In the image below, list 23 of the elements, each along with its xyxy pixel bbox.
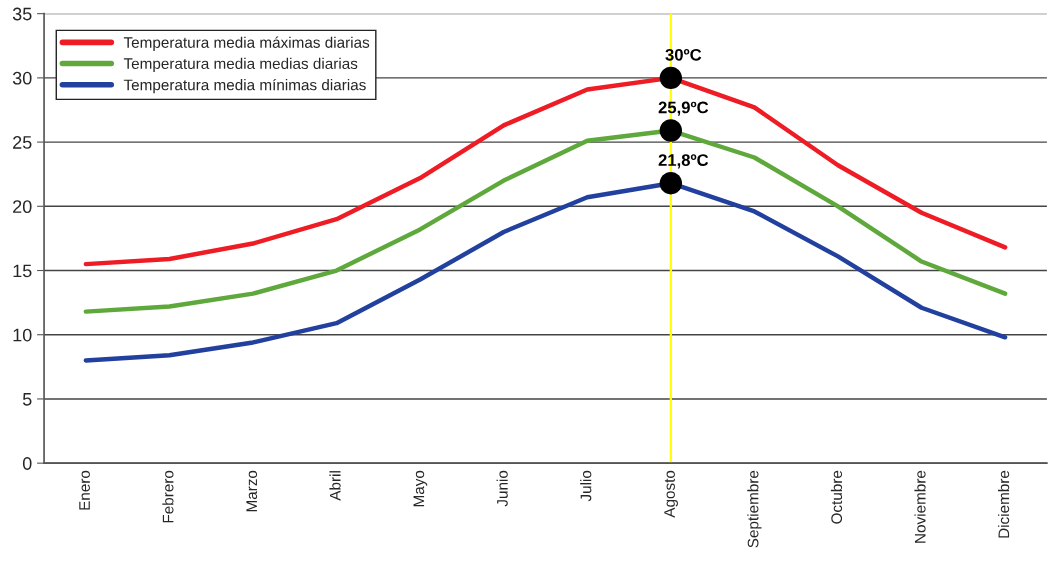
- x-tick-label: Marzo: [246, 470, 258, 512]
- x-tick-label: Julio: [580, 470, 592, 502]
- y-tick-label: 5: [22, 393, 32, 406]
- y-tick-label: 30: [12, 71, 32, 85]
- legend-label: Temperatura media medias diarias: [123, 57, 358, 73]
- y-tick-label: 20: [13, 200, 32, 214]
- x-tick-label: Junio: [496, 470, 508, 507]
- x-tick-label: Septiembre: [747, 470, 762, 548]
- legend-label: Temperatura media mínimas diarias: [123, 78, 366, 94]
- x-tick-label: Octubre: [830, 470, 843, 524]
- x-tick-label: Febrero: [162, 470, 174, 523]
- x-tick-label: Enero: [79, 470, 90, 510]
- y-tick-label: 25: [13, 136, 32, 149]
- y-tick-label: 10: [13, 328, 32, 342]
- x-tick-label: Diciembre: [998, 470, 1010, 538]
- y-tick-label: 35: [12, 7, 32, 21]
- legend-label: Temperatura media máximas diarias: [123, 36, 370, 51]
- y-tick-label: 15: [13, 264, 32, 278]
- x-tick-label: Mayo: [413, 470, 428, 507]
- y-tick-label: 0: [22, 457, 32, 470]
- x-tick-label: Abril: [329, 471, 341, 501]
- x-tick-label: Noviembre: [914, 470, 926, 543]
- x-tick-label: Agosto: [664, 470, 678, 518]
